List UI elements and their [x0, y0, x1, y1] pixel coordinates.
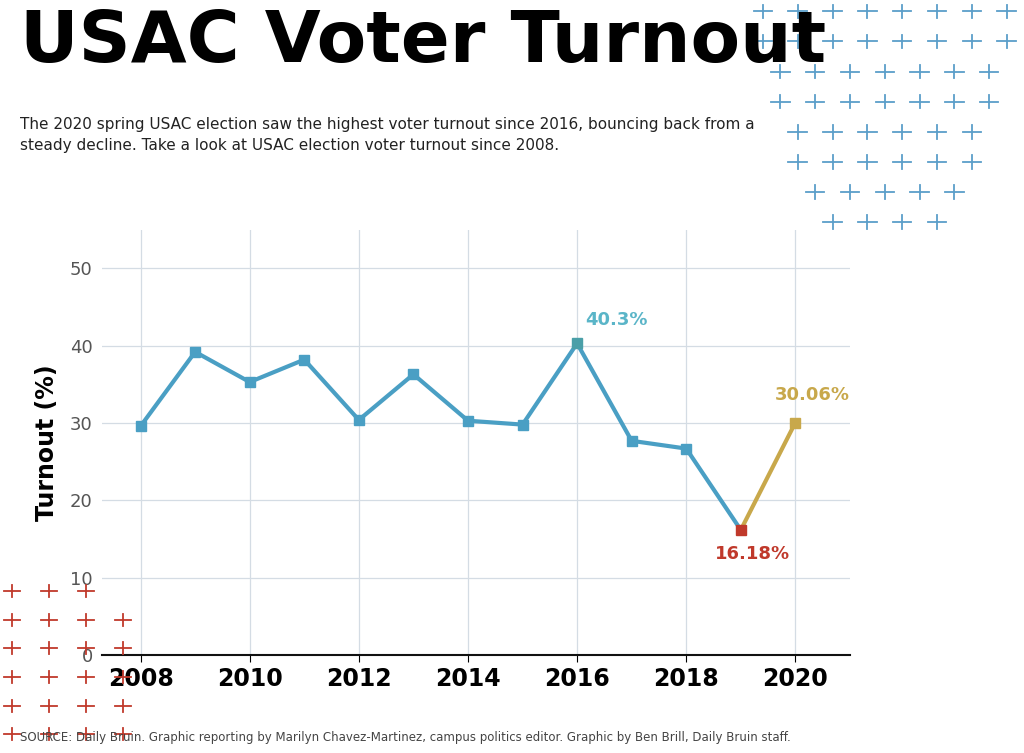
- Text: 30.06%: 30.06%: [774, 386, 850, 404]
- Text: USAC Voter Turnout: USAC Voter Turnout: [20, 8, 826, 77]
- Text: The 2020 spring USAC election saw the highest voter turnout since 2016, bouncing: The 2020 spring USAC election saw the hi…: [20, 117, 755, 153]
- Text: 40.3%: 40.3%: [586, 311, 648, 328]
- Text: 16.18%: 16.18%: [715, 545, 790, 563]
- Text: SOURCE: Daily Bruin. Graphic reporting by Marilyn Chavez-Martinez, campus politi: SOURCE: Daily Bruin. Graphic reporting b…: [20, 731, 792, 744]
- Y-axis label: Turnout (%): Turnout (%): [35, 364, 58, 521]
